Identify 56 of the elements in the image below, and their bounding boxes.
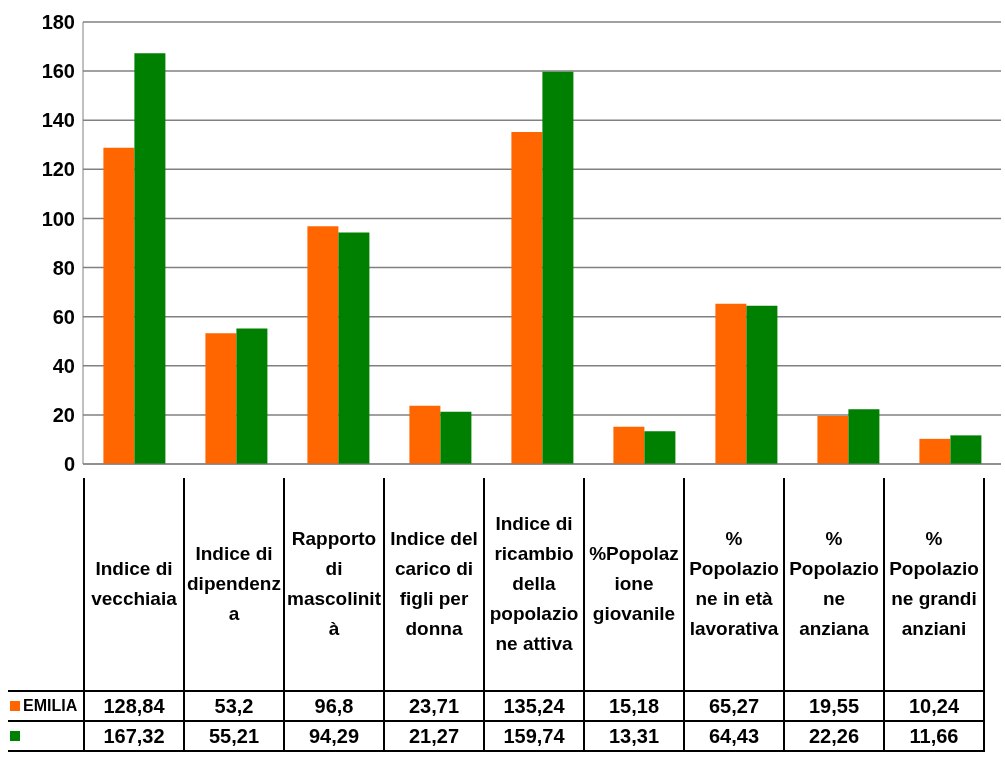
- data-label: 23,71: [383, 690, 485, 722]
- bar: [236, 328, 268, 464]
- bar: [205, 333, 237, 464]
- data-label: 22,26: [783, 720, 885, 752]
- data-label: 94,29: [283, 720, 385, 752]
- data-label: 13,31: [583, 720, 685, 752]
- bar: [613, 426, 645, 464]
- data-label: 159,74: [483, 720, 585, 752]
- x-tick-label: Rapporto di mascolinità: [287, 527, 381, 641]
- bar: [134, 53, 166, 464]
- x-tick-label: %Popolazione giovanile: [588, 542, 680, 626]
- y-tick-label: 40: [52, 354, 75, 377]
- y-tick-label: 100: [41, 207, 75, 230]
- y-tick-label: 160: [41, 60, 75, 83]
- bar: [103, 147, 135, 464]
- data-label: 96,8: [283, 690, 385, 722]
- data-label: 135,24: [483, 690, 585, 722]
- data-label: 19,55: [783, 690, 885, 722]
- data-label: 10,24: [883, 690, 985, 722]
- bar: [440, 411, 472, 464]
- data-label: 128,84: [83, 690, 185, 722]
- legend-label: EMILIA: [23, 697, 78, 715]
- x-tick-label: % Popolazione grandi anziani: [888, 527, 980, 641]
- bar: [746, 305, 778, 464]
- y-tick-label: 0: [63, 453, 75, 476]
- data-label: 15,18: [583, 690, 685, 722]
- bar: [307, 226, 339, 464]
- data-label: 65,27: [683, 690, 785, 722]
- y-tick-label: 180: [41, 11, 75, 34]
- bar: [919, 438, 951, 464]
- x-tick-label: Indice di vecchiaia: [90, 557, 178, 611]
- bar: [950, 435, 982, 464]
- x-tick-label: % Popolazione in età lavorativa: [688, 527, 780, 641]
- bar: [511, 131, 543, 464]
- y-tick-label: 80: [52, 256, 75, 279]
- x-tick-label: Indice di dipendenza: [187, 542, 281, 626]
- bar: [644, 431, 676, 464]
- data-label: 167,32: [83, 720, 185, 752]
- data-label: 64,43: [683, 720, 785, 752]
- bar: [848, 409, 880, 464]
- y-tick-label: 140: [41, 109, 75, 132]
- x-tick-label: Indice di ricambio della popolazione attiva: [488, 512, 580, 656]
- y-tick-label: 20: [52, 403, 75, 426]
- data-label: 53,2: [183, 690, 285, 722]
- data-label: 55,21: [183, 720, 285, 752]
- data-label: 11,66: [883, 720, 985, 752]
- x-tick-label: Indice del carico di figli per donna: [389, 527, 479, 641]
- x-tick-label: % Popolazione anziana: [788, 527, 880, 641]
- data-label: 21,27: [383, 720, 485, 752]
- bar: [817, 415, 849, 464]
- y-tick-label: 120: [41, 158, 75, 181]
- bar: [409, 405, 441, 464]
- bar: [542, 71, 574, 464]
- bar: [338, 232, 370, 464]
- y-tick-label: 60: [52, 305, 75, 328]
- bar: [715, 303, 747, 464]
